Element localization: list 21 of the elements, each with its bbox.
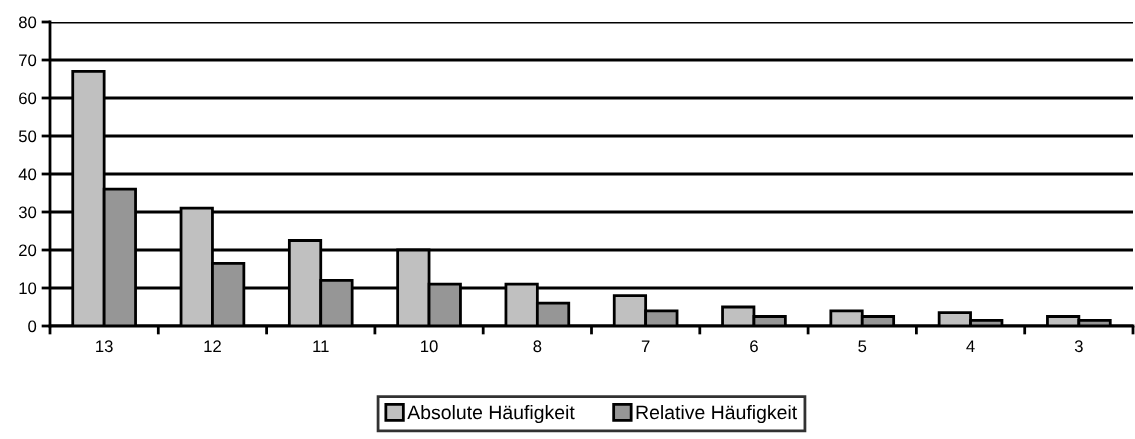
x-tick-label: 4	[966, 340, 975, 352]
y-tick-label: 50	[18, 130, 37, 143]
x-tick-label: 3	[1074, 340, 1083, 353]
legend-label: Relative Häufigkeit	[636, 404, 798, 424]
y-tick-label: 20	[19, 244, 37, 257]
legend-label: Absolute Häufigkeit	[407, 404, 575, 424]
y-tick-label: 0	[28, 320, 37, 333]
x-tick-label: 11	[313, 340, 329, 352]
y-tick-label: 80	[18, 16, 37, 29]
y-tick-label: 10	[19, 282, 37, 295]
x-tick-label: 13	[96, 340, 113, 353]
x-tick-label: 7	[641, 340, 650, 352]
y-tick-label: 40	[18, 168, 37, 181]
x-tick-label: 5	[858, 340, 867, 353]
y-tick-label: 30	[18, 206, 37, 219]
x-tick-label: 8	[533, 340, 542, 353]
y-tick-label: 60	[19, 92, 37, 105]
y-tick-label: 70	[19, 54, 37, 67]
x-tick-label: 6	[750, 340, 758, 353]
x-tick-label: 10	[421, 340, 438, 353]
x-tick-label: 12	[204, 340, 221, 352]
